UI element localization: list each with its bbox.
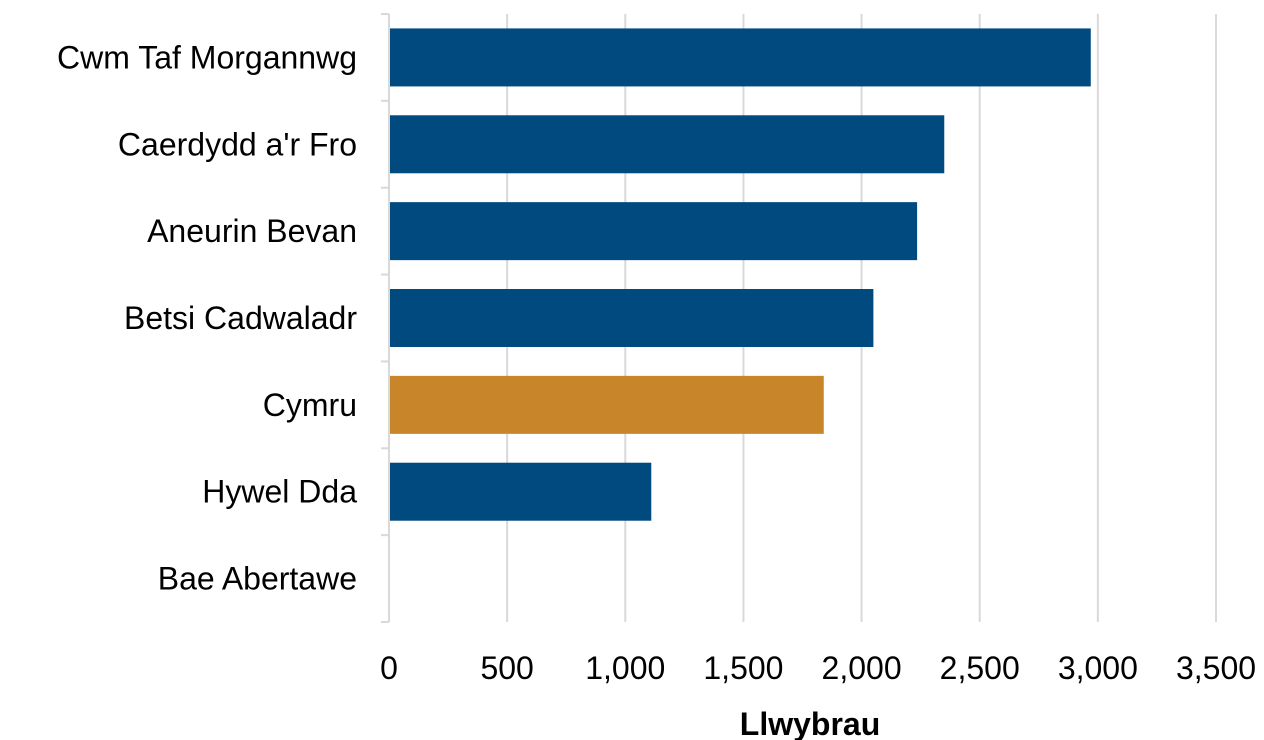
bar-aneurin-bevan xyxy=(389,202,918,261)
x-tick-label: 1,000 xyxy=(585,650,665,686)
category-label: Cwm Taf Morgannwg xyxy=(57,39,357,75)
category-label: Betsi Cadwaladr xyxy=(124,300,357,336)
bar-betsi-cadwaladr xyxy=(389,289,874,347)
bar-caerdydd-a-r-fro xyxy=(389,115,945,174)
y-axis xyxy=(381,13,390,623)
category-labels: Cwm Taf Morgannwg Caerdydd a'r Fro Aneurin… xyxy=(57,39,357,596)
x-tick-label: 2,000 xyxy=(822,650,902,686)
x-axis-title: Llwybrau xyxy=(740,706,880,740)
x-tick-label: 1,500 xyxy=(703,650,783,686)
x-tick-label: 3,500 xyxy=(1176,650,1256,686)
bar-cymru xyxy=(389,375,824,434)
bar-cwm-taf-morgannwg xyxy=(389,28,1091,87)
x-tick-label: 2,500 xyxy=(940,650,1020,686)
x-tick-label: 500 xyxy=(480,650,533,686)
bar-hywel-dda xyxy=(389,462,652,521)
category-label: Hywel Dda xyxy=(202,474,357,510)
category-label: Aneurin Bevan xyxy=(147,213,357,249)
x-tick-label: 0 xyxy=(380,650,398,686)
category-label: Caerdydd a'r Fro xyxy=(118,126,357,162)
x-tick-labels: 0 500 1,000 1,500 2,000 2,500 3,000 3,500 xyxy=(380,650,1256,686)
category-label: Bae Abertawe xyxy=(158,561,357,597)
bars xyxy=(389,28,1091,521)
x-tick-label: 3,000 xyxy=(1058,650,1138,686)
category-label: Cymru xyxy=(263,387,357,423)
